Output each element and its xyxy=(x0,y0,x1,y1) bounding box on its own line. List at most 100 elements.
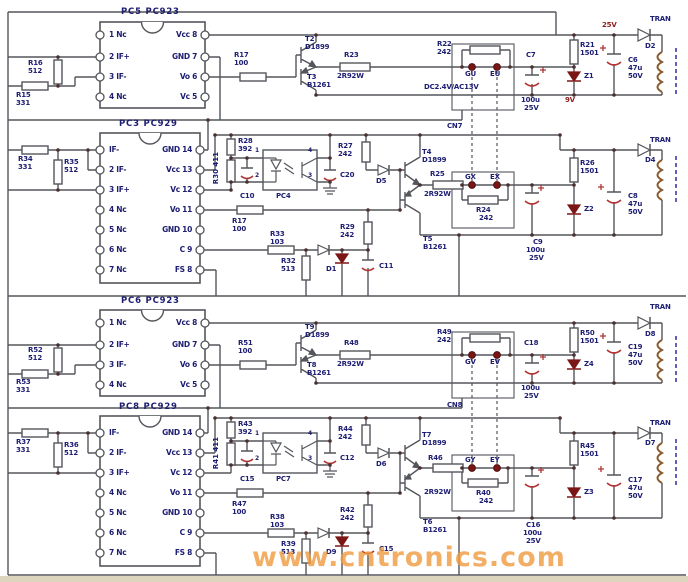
cn8-pin-ey: EY xyxy=(490,456,500,464)
junction-dot xyxy=(460,65,464,69)
pc4-ref: PC4 xyxy=(276,192,291,200)
t6-val: B1261 xyxy=(423,526,447,534)
ic-pin-circle xyxy=(195,245,205,255)
r52-val: 512 xyxy=(28,354,43,362)
ic-body-0 xyxy=(99,21,206,109)
ic0-right-pin-1: GND 7 xyxy=(172,52,197,61)
ic3-right-pin-0: GND 14 xyxy=(162,428,192,437)
r26-ref: R26 xyxy=(580,159,595,167)
c6-volt: 50V xyxy=(628,72,643,80)
junction-dot xyxy=(506,183,510,187)
resistor-body-5 xyxy=(569,39,579,65)
r32-ref: R32 xyxy=(281,257,296,265)
ic-pin-circle xyxy=(195,165,205,175)
ic0-left-pin-3: 4 Nc xyxy=(109,92,127,101)
resistor-body-23 xyxy=(569,327,579,353)
t4-ref: T4 xyxy=(422,148,432,156)
junction-dot xyxy=(508,65,512,69)
junction-dot xyxy=(366,491,370,495)
resistor-body-32 xyxy=(236,488,264,498)
ic0-right-pin-2: Vo 6 xyxy=(179,72,197,81)
r40-ref: R40 xyxy=(476,489,491,497)
ic-pin-circle xyxy=(195,548,205,558)
ic0-right-pin-0: Vcc 8 xyxy=(175,30,197,39)
opto1-pin4: 4 xyxy=(308,147,312,154)
cn7-pin-eu: EU xyxy=(490,70,501,78)
optocoupler-pc4-body xyxy=(262,149,318,191)
r23-ref: R23 xyxy=(344,51,359,59)
r29-val: 242 xyxy=(340,231,355,239)
c17-val: 47u xyxy=(628,484,643,492)
junction-dot xyxy=(530,65,534,69)
c10-ref: C10 xyxy=(240,192,255,200)
ic0-right-pin-3: Vc 5 xyxy=(180,92,197,101)
ic-pin-circle xyxy=(95,92,105,102)
ic-pin-circle xyxy=(95,205,105,215)
t8-ref: T8 xyxy=(307,361,317,369)
diode-triangle-7 xyxy=(637,426,652,440)
ic-pin-circle xyxy=(95,72,105,82)
ic3-right-pin-2: Vc 12 xyxy=(170,468,192,477)
junction-dot xyxy=(364,416,368,420)
junction-dot xyxy=(398,491,402,495)
r25-val: 2R92W xyxy=(424,190,451,198)
ic-pin-circle xyxy=(95,360,105,370)
d5-ref: D5 xyxy=(376,177,387,185)
ic-pin-circle xyxy=(200,340,210,350)
ic-pin-circle xyxy=(95,265,105,275)
ic-body-3 xyxy=(99,415,201,567)
ic1-left-pin-1: 2 IF- xyxy=(109,165,127,174)
tran-4: TRAN xyxy=(650,419,671,427)
junction-dot xyxy=(398,451,402,455)
c9-val: 100u xyxy=(526,246,545,254)
r48-val: 2R92W xyxy=(337,360,364,368)
diode-triangle-3 xyxy=(317,527,331,539)
ic1-left-pin-2: 3 IF+ xyxy=(109,185,130,194)
junction-dot xyxy=(572,148,576,152)
c17-volt: 50V xyxy=(628,492,643,500)
ic2-left-pin-0: 1 Nc xyxy=(109,318,127,327)
c15a-ref: C15 xyxy=(240,475,255,483)
connector-pin-dot xyxy=(468,181,476,189)
bottom-strip xyxy=(0,576,688,582)
ic-pin-circle xyxy=(95,508,105,518)
ic-title-0: PC5 PC923 xyxy=(121,7,180,17)
cn8-pin-gy: GY xyxy=(465,456,476,464)
t3-ref: T3 xyxy=(307,73,317,81)
polarity-plus xyxy=(538,185,544,191)
ic1-right-pin-2: Vc 12 xyxy=(170,185,192,194)
r52-ref: R52 xyxy=(28,346,43,354)
r32-val: 513 xyxy=(281,265,296,273)
ic3-left-pin-2: 3 IF+ xyxy=(109,468,130,477)
resistor-body-13 xyxy=(569,157,579,183)
junction-dot xyxy=(612,516,616,520)
c12-ref: C12 xyxy=(340,454,355,462)
diode-triangle-5 xyxy=(637,143,652,157)
resistor-body-18 xyxy=(53,347,63,373)
junction-dot xyxy=(572,183,576,187)
c20-ref: C20 xyxy=(340,171,355,179)
junction-dot xyxy=(86,148,90,152)
d4-ref: D4 xyxy=(645,156,656,164)
junction-dot xyxy=(530,466,534,470)
z1-ref: Z1 xyxy=(584,72,594,80)
r25-ref: R25 xyxy=(430,170,445,178)
ic3-right-pin-1: Vcc 13 xyxy=(166,448,192,457)
r17-val: 100 xyxy=(234,59,249,67)
r37-val: 331 xyxy=(16,446,31,454)
junction-dot xyxy=(572,381,576,385)
polarity-plus xyxy=(540,67,546,73)
junction-dot xyxy=(418,133,422,137)
resistor-body-34 xyxy=(363,504,373,528)
r46-ref: R46 xyxy=(428,454,443,462)
ic-title-2: PC6 PC923 xyxy=(121,296,180,306)
junction-dot xyxy=(366,531,370,535)
ic3-left-pin-3: 4 Nc xyxy=(109,488,127,497)
polarity-plus xyxy=(598,466,604,472)
ic0-left-pin-2: 3 IF- xyxy=(109,72,127,81)
junction-dot xyxy=(56,188,60,192)
diode-triangle-4 xyxy=(637,28,652,42)
transistor-arrow-7 xyxy=(403,472,412,480)
junction-dot xyxy=(572,321,576,325)
